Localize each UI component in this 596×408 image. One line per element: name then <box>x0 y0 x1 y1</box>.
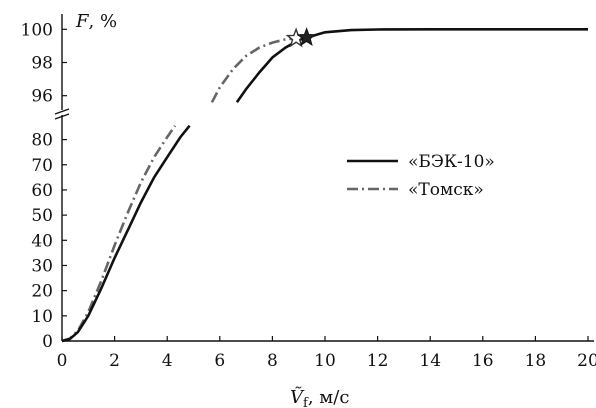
y-tick-label: 96 <box>31 87 53 107</box>
axes-group <box>54 14 594 342</box>
y-tick-label: 20 <box>31 282 53 302</box>
legend: «БЭК-10» «Томск» <box>347 152 495 200</box>
y-tick-label: 60 <box>31 181 53 201</box>
x-tick-label: 8 <box>267 351 278 371</box>
x-tick-label: 14 <box>419 351 441 371</box>
y-axis-unit: , % <box>89 11 118 32</box>
x-tick-label: 20 <box>577 351 596 371</box>
y-tick-label: 100 <box>21 20 53 40</box>
x-tick-label: 16 <box>472 351 494 371</box>
axis-break-mark <box>54 113 70 120</box>
series-line-tomsk-lower <box>61 124 177 343</box>
x-tick-label: 18 <box>525 351 547 371</box>
series-line-bek10-upper <box>235 28 588 104</box>
star-marker-bek10 <box>296 27 317 47</box>
y-tick-label: 50 <box>31 206 53 226</box>
y-tick-label: 80 <box>31 131 53 151</box>
y-axis-label: F, % <box>75 11 117 32</box>
x-tick-label: 0 <box>57 351 68 371</box>
legend-label-bek10: «БЭК-10» <box>408 152 495 172</box>
x-axis-unit: , м/с <box>308 387 350 408</box>
ticks-layer: 0 2 4 6 8 10 12 14 16 18 20 0 10 20 30 40 50 60 70 80 96 98 10… <box>21 20 596 371</box>
x-tick-label: 4 <box>162 351 173 371</box>
legend-label-tomsk: «Томск» <box>408 180 484 200</box>
x-axis-label: Ṽf, м/с <box>290 386 349 408</box>
x-tick-label: 10 <box>314 351 336 371</box>
y-tick-label: 98 <box>31 54 53 74</box>
series-layer <box>61 27 588 343</box>
y-tick-label: 70 <box>31 156 53 176</box>
y-axis-var: F <box>75 11 90 32</box>
y-tick-label: 10 <box>31 307 53 327</box>
x-axis-var: Ṽ <box>290 386 305 408</box>
x-tick-label: 2 <box>109 351 120 371</box>
y-tick-label: 30 <box>31 256 53 276</box>
x-tick-label: 6 <box>214 351 225 371</box>
series-line-bek10-lower <box>61 124 191 343</box>
y-tick-label: 0 <box>42 332 53 352</box>
y-tick-label: 40 <box>31 231 53 251</box>
x-axis-sub: f <box>303 396 309 408</box>
x-tick-label: 12 <box>367 351 389 371</box>
series-line-tomsk-upper <box>210 37 297 103</box>
axis-break-mark <box>54 108 70 115</box>
